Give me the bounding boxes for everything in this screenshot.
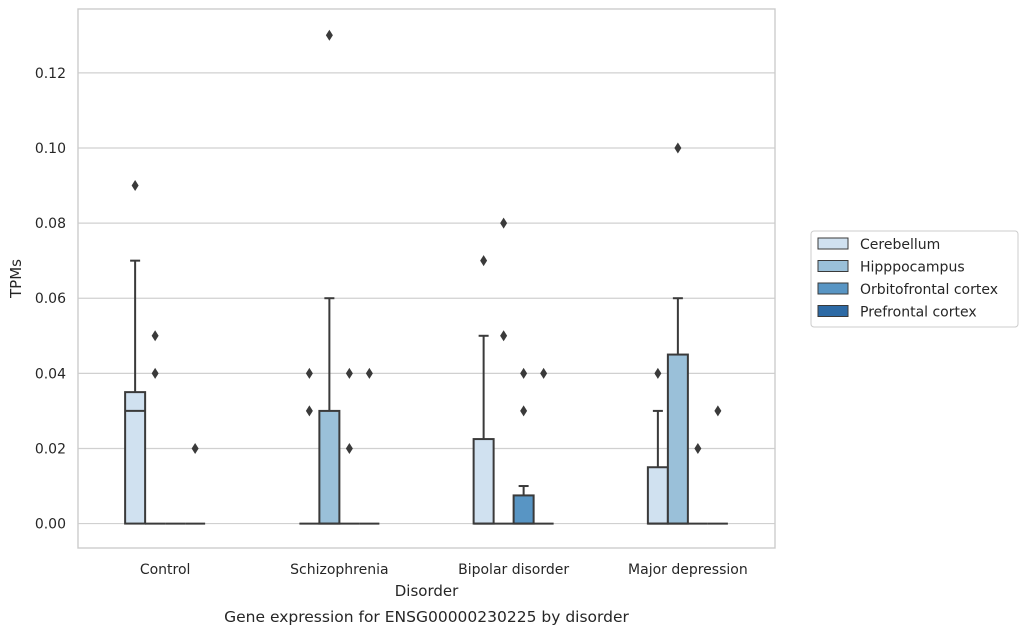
box-body xyxy=(318,409,341,525)
box-prefrontal-cortex xyxy=(359,367,380,525)
outlier-point xyxy=(500,217,508,229)
x-tick-label: Control xyxy=(140,562,191,578)
legend-label: Cerebellum xyxy=(860,237,940,253)
outlier-point xyxy=(345,442,353,454)
box-prefrontal-cortex xyxy=(185,442,206,525)
box-plots xyxy=(124,29,728,525)
box-hipppocampus xyxy=(666,142,689,525)
plot-frame xyxy=(77,8,776,549)
y-tick-label: 0.08 xyxy=(35,216,66,232)
legend-label: Prefrontal cortex xyxy=(860,305,977,321)
legend-label: Hipppocampus xyxy=(860,260,965,276)
outlier-point xyxy=(654,367,662,379)
box-prefrontal-cortex xyxy=(707,405,728,525)
legend: Cerebellum Hipppocampus Orbitofrontal cort… xyxy=(810,230,1019,328)
box-cerebellum xyxy=(646,367,669,525)
outlier-point xyxy=(191,442,199,454)
legend-swatch xyxy=(817,237,849,250)
x-tick-label: Major depression xyxy=(628,562,748,578)
box-body xyxy=(472,438,495,525)
legend-swatch xyxy=(817,282,849,295)
outlier-point xyxy=(131,180,139,192)
x-tick-label: Bipolar disorder xyxy=(458,562,569,578)
y-tick-label: 0.02 xyxy=(35,441,66,457)
legend-frame xyxy=(810,230,1019,328)
outlier-point xyxy=(325,29,333,41)
outlier-point xyxy=(151,330,159,342)
y-axis-label: TPMs xyxy=(7,259,25,299)
outlier-point xyxy=(520,367,528,379)
box-cerebellum xyxy=(299,367,320,525)
outlier-point xyxy=(480,255,488,267)
box-body xyxy=(646,466,669,525)
box-cerebellum xyxy=(472,255,495,525)
box-orbitofrontal-cortex xyxy=(339,367,360,525)
outlier-point xyxy=(714,405,722,417)
axis-ticks: 0.00 0.02 0.04 0.06 0.08 0.10 0.12 Control Schiz… xyxy=(35,66,748,578)
box-orbitofrontal-cortex xyxy=(512,367,535,525)
y-tick-label: 0.00 xyxy=(35,517,66,533)
outlier-point xyxy=(540,367,548,379)
box-hipppocampus xyxy=(318,29,341,525)
outlier-point xyxy=(345,367,353,379)
outlier-point xyxy=(694,442,702,454)
box-cerebellum xyxy=(124,180,147,525)
y-tick-label: 0.12 xyxy=(35,66,66,82)
chart-caption: Gene expression for ENSG00000230225 by d… xyxy=(224,608,629,626)
box-prefrontal-cortex xyxy=(533,367,554,525)
outlier-point xyxy=(365,367,373,379)
outlier-point xyxy=(520,405,528,417)
outlier-point xyxy=(151,367,159,379)
legend-swatch xyxy=(817,305,849,317)
box-body xyxy=(512,494,535,525)
x-axis-label: Disorder xyxy=(395,582,459,600)
box-orbitofrontal-cortex xyxy=(687,442,708,525)
outlier-point xyxy=(305,367,313,379)
box-hipppocampus xyxy=(145,330,166,525)
outlier-point xyxy=(500,330,508,342)
y-tick-label: 0.04 xyxy=(35,366,66,382)
y-tick-label: 0.06 xyxy=(35,291,66,307)
box-body xyxy=(124,391,147,525)
legend-label: Orbitofrontal cortex xyxy=(860,282,998,298)
box-body xyxy=(666,353,689,525)
x-tick-label: Schizophrenia xyxy=(290,562,388,578)
legend-swatch xyxy=(817,260,849,272)
y-tick-label: 0.10 xyxy=(35,141,66,157)
outlier-point xyxy=(674,142,682,154)
box-hipppocampus xyxy=(493,217,514,525)
outlier-point xyxy=(305,405,313,417)
